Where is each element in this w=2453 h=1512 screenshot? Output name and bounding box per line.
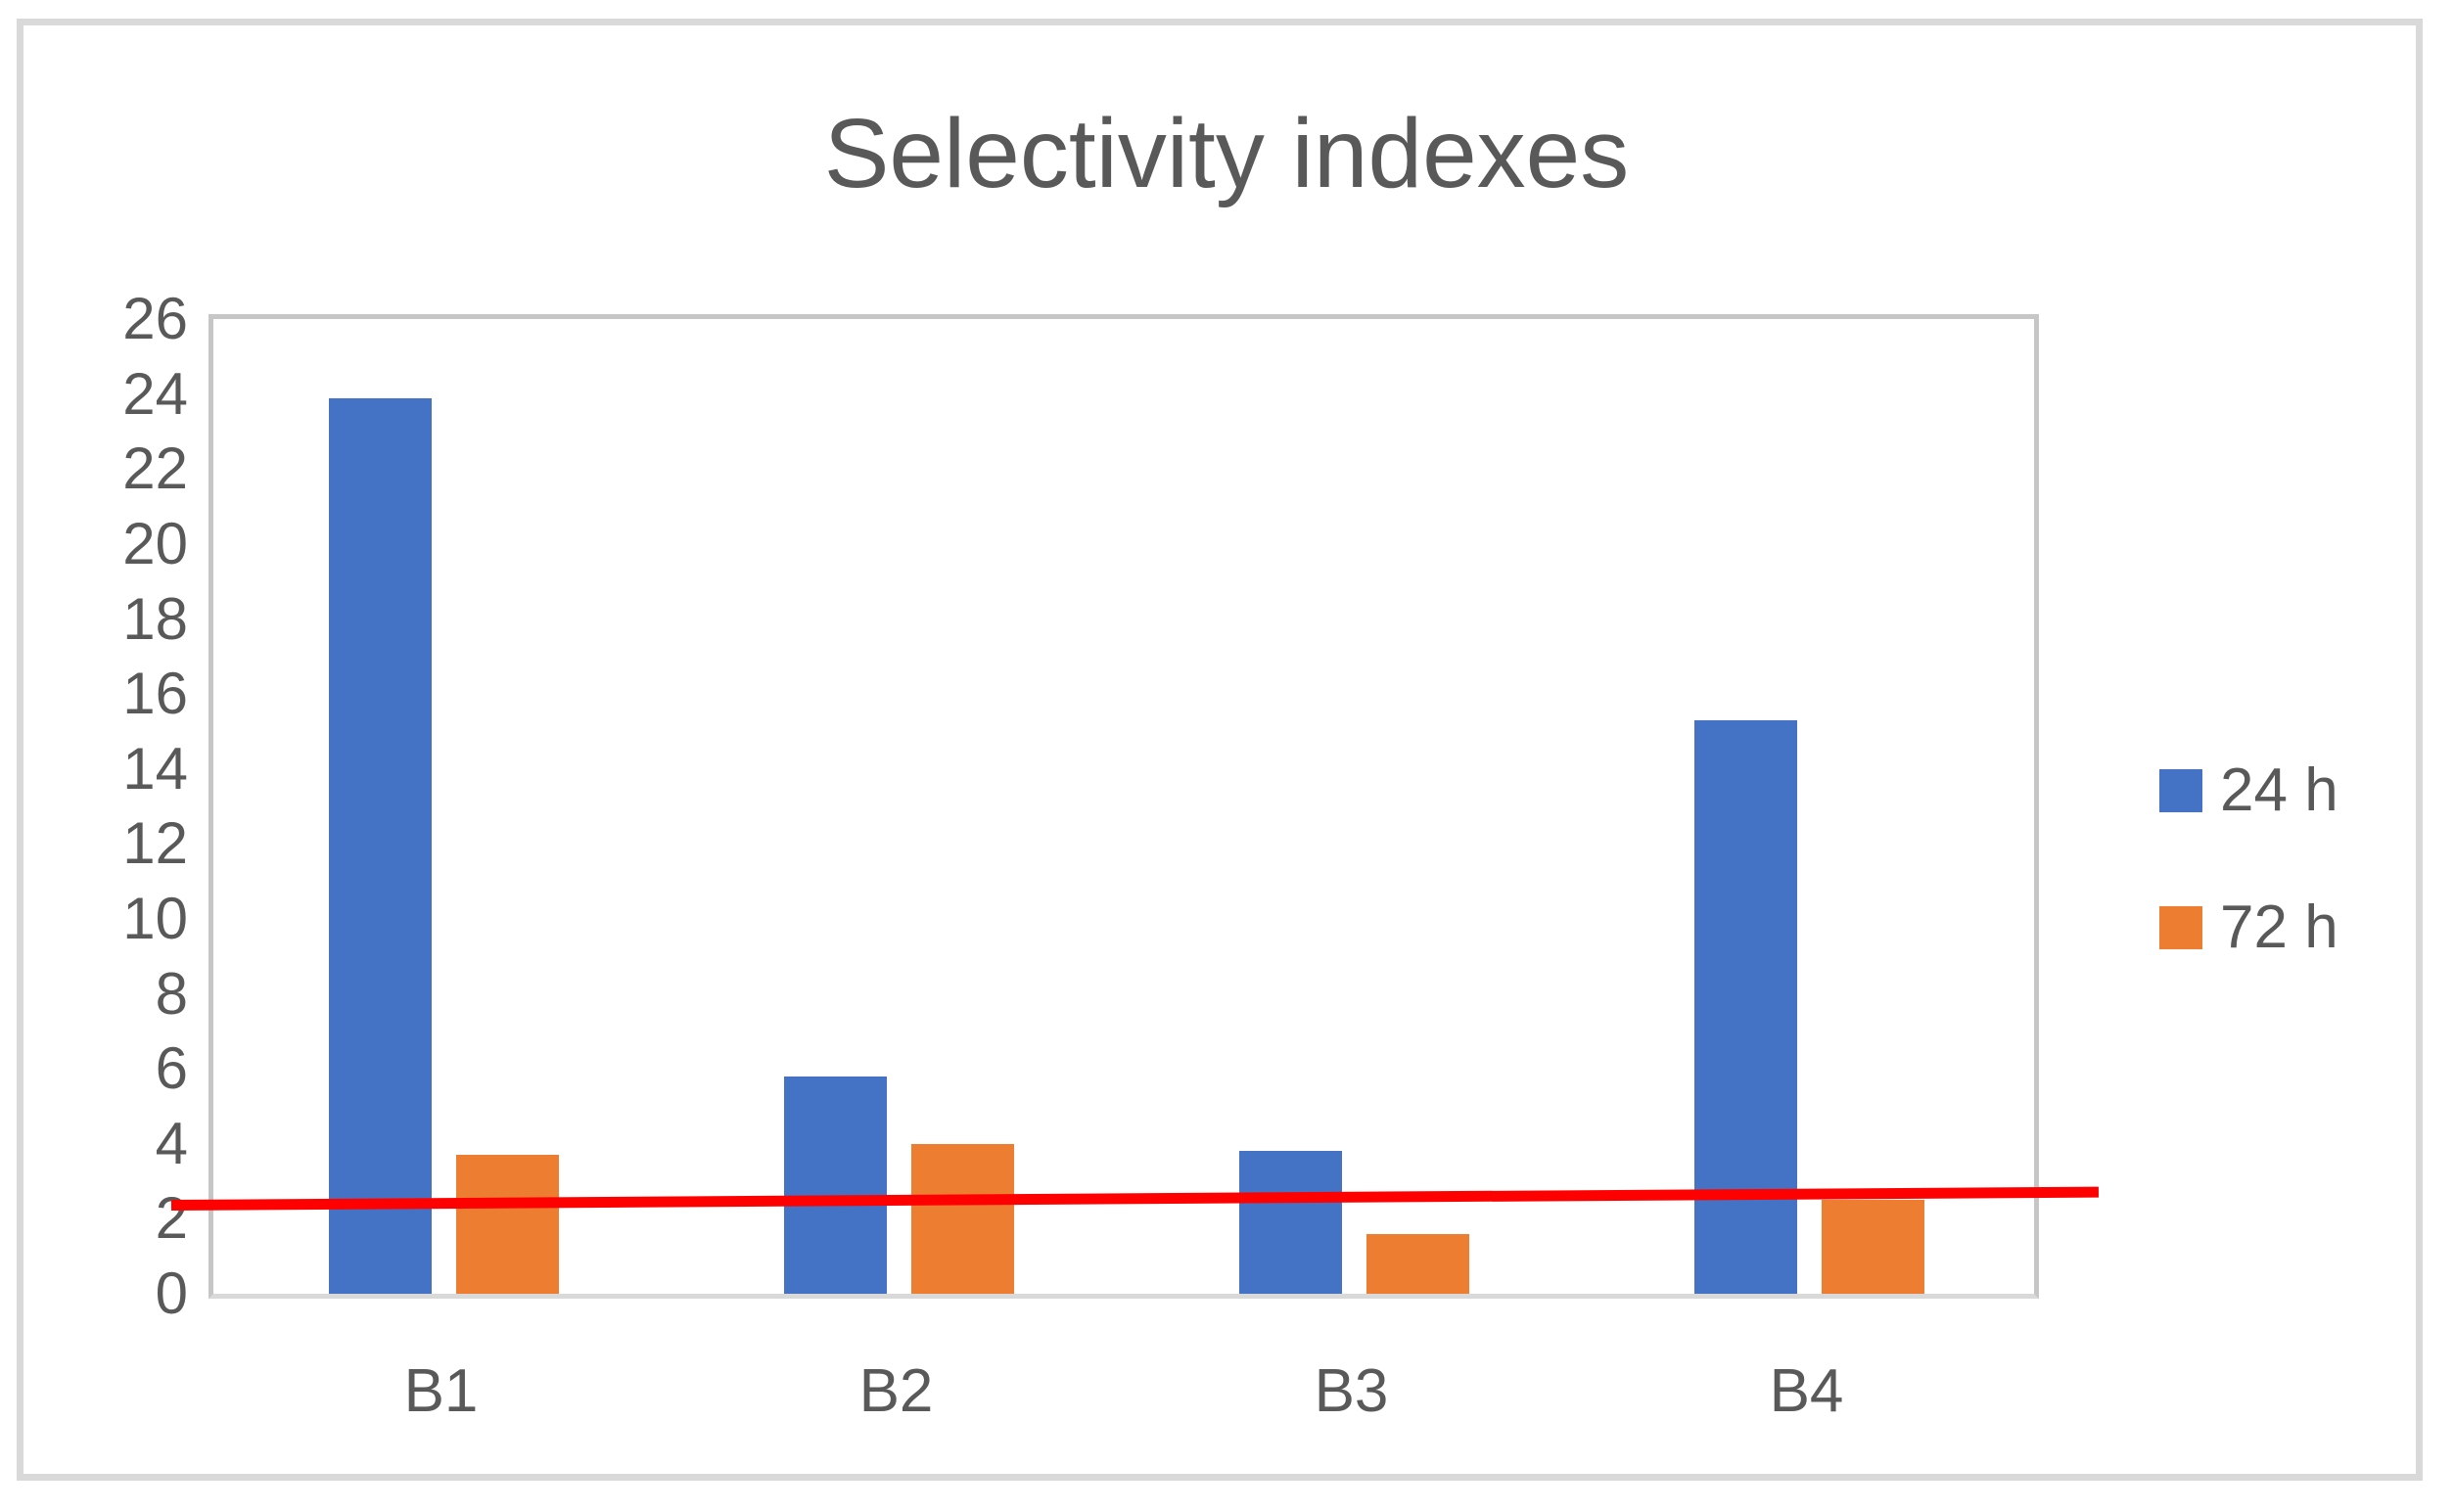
y-tick-label: 14 bbox=[122, 735, 188, 802]
y-tick-label: 24 bbox=[122, 360, 188, 427]
legend-swatch-24h-icon bbox=[2159, 769, 2202, 812]
x-category-label: B2 bbox=[858, 1357, 934, 1425]
y-tick-label: 20 bbox=[122, 511, 188, 576]
bar-b2-24h bbox=[783, 1076, 887, 1294]
figure-border bbox=[17, 19, 2423, 1481]
y-tick-label: 2 bbox=[155, 1185, 188, 1252]
chart-title: Selectivity indexes bbox=[823, 99, 1630, 208]
legend-label-24h: 24 h bbox=[2220, 756, 2338, 824]
bar-b1-72h bbox=[455, 1155, 559, 1294]
y-tick-label: 0 bbox=[155, 1260, 188, 1326]
bar-b4-72h bbox=[1821, 1200, 1924, 1294]
bar-b3-72h bbox=[1365, 1233, 1469, 1294]
bar-b1-24h bbox=[328, 397, 432, 1294]
legend-swatch-72h-icon bbox=[2159, 906, 2202, 949]
y-tick-label: 4 bbox=[155, 1110, 188, 1176]
legend-item-72h: 72 h bbox=[2159, 893, 2338, 963]
y-tick-label: 18 bbox=[122, 585, 188, 652]
y-tick-label: 16 bbox=[122, 661, 188, 727]
y-tick-label: 8 bbox=[155, 960, 188, 1027]
y-tick-label: 22 bbox=[122, 435, 188, 502]
legend-item-24h: 24 h bbox=[2159, 756, 2338, 826]
y-tick-label: 26 bbox=[122, 286, 188, 352]
y-tick-label: 6 bbox=[155, 1035, 188, 1102]
bar-b3-24h bbox=[1238, 1151, 1342, 1294]
y-tick-label: 10 bbox=[122, 886, 188, 951]
y-tick-label: 12 bbox=[122, 810, 188, 877]
x-category-label: B4 bbox=[1769, 1357, 1844, 1425]
bar-b2-72h bbox=[910, 1143, 1014, 1294]
x-category-label: B3 bbox=[1314, 1357, 1389, 1425]
x-category-label: B1 bbox=[403, 1357, 479, 1425]
bar-b4-24h bbox=[1693, 720, 1797, 1294]
legend-label-72h: 72 h bbox=[2220, 893, 2338, 961]
